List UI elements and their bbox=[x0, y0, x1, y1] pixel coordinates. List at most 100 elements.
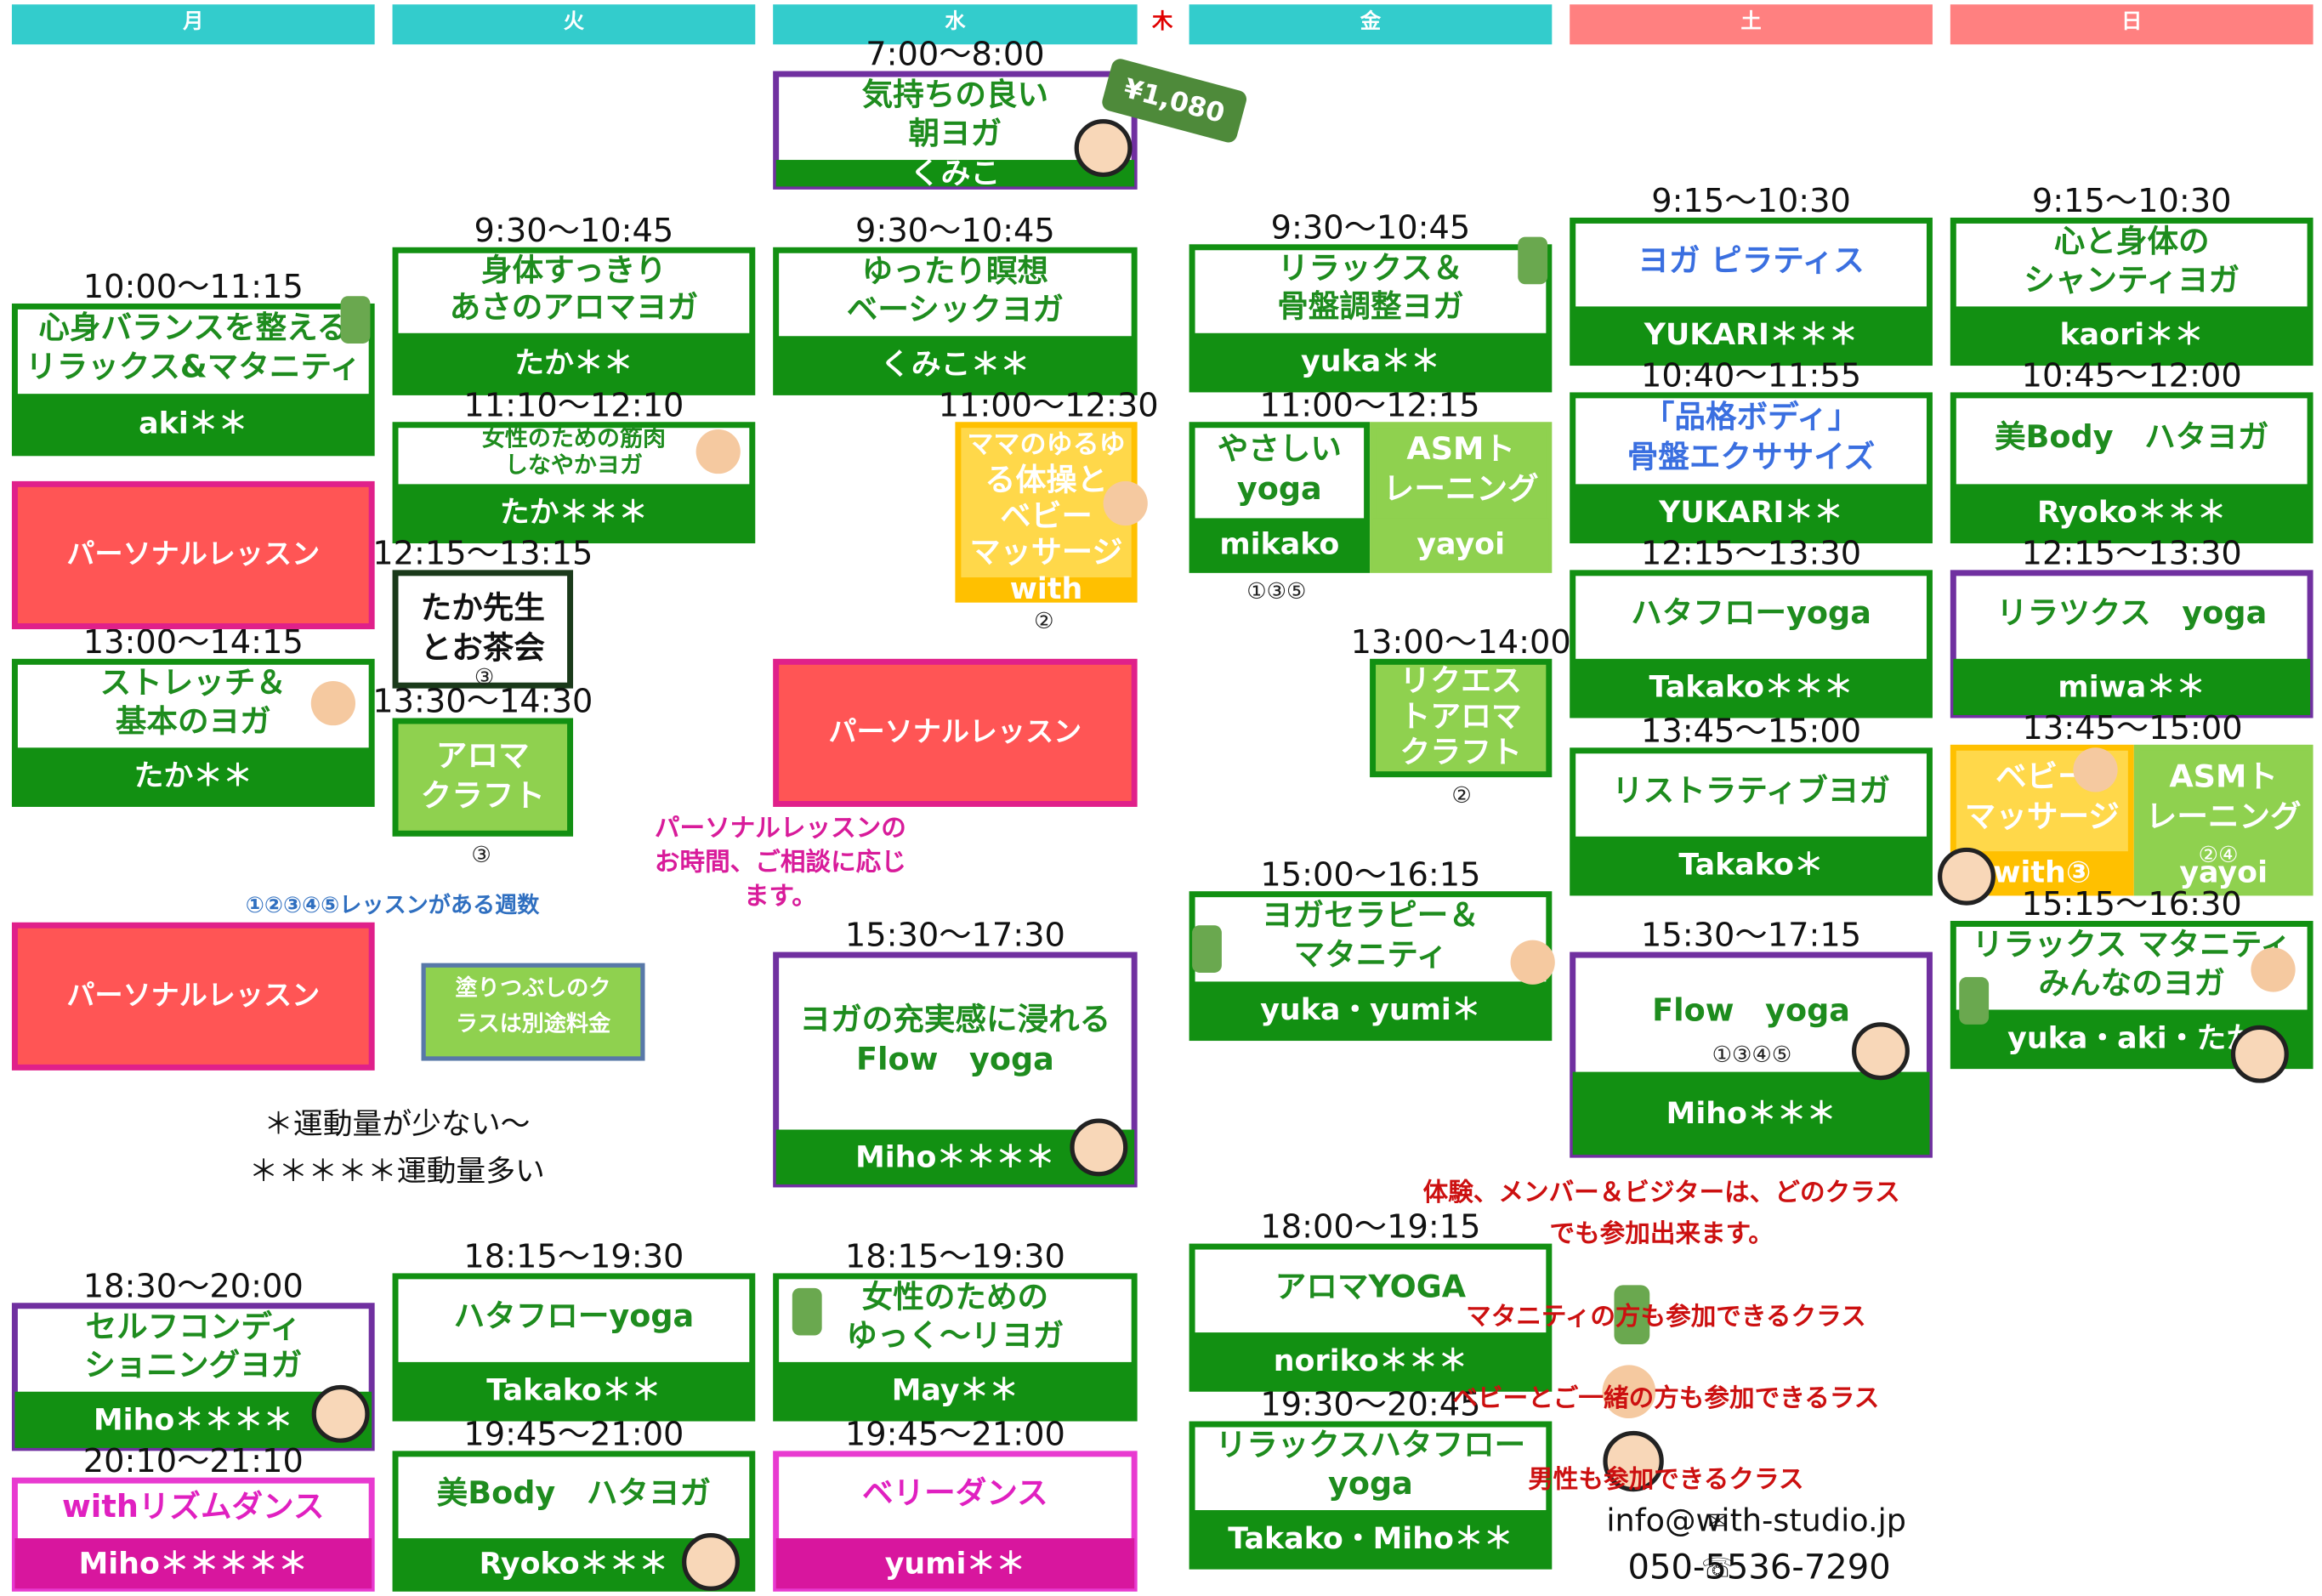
maternity-mark-icon bbox=[792, 1287, 822, 1336]
class-title: ゆっく～リヨガ bbox=[846, 1317, 1064, 1354]
class-time: 9:30～10:45 bbox=[855, 212, 1055, 250]
class-title: 美Body ハタヨガ bbox=[437, 1474, 711, 1511]
instructor-bar bbox=[395, 332, 752, 393]
class-title: とお茶会 bbox=[421, 629, 546, 666]
man-icon bbox=[1603, 1430, 1664, 1492]
instructor-bar bbox=[14, 1538, 372, 1589]
class-title: クラフト bbox=[421, 777, 545, 814]
week-note: ①③⑤ bbox=[1246, 579, 1306, 605]
instructor-bar bbox=[957, 577, 1135, 600]
legend-text: マタニティの方も参加できるクラス bbox=[1466, 1302, 1866, 1331]
class-title: ヨガセラピー＆ bbox=[1262, 897, 1479, 934]
class-time: 11:10～12:10 bbox=[463, 386, 684, 424]
class-title: 気持ちの良い bbox=[862, 77, 1048, 113]
week-note: ②④ bbox=[1439, 579, 1479, 605]
class-time: 13:45～15:00 bbox=[2023, 709, 2243, 747]
week-note: ①③④⑤ bbox=[1712, 1042, 1792, 1068]
class-title: 心身バランスを整える bbox=[38, 309, 348, 345]
class-title: 朝ヨガ bbox=[909, 115, 1002, 151]
instructor-bar bbox=[775, 1361, 1135, 1419]
class-title: 身体すっきり bbox=[481, 252, 667, 288]
class-title: 美Body ハタヨガ bbox=[1995, 418, 2268, 455]
instructor: YUKARI＊＊ bbox=[1658, 496, 1843, 530]
phone-icon: ☏ bbox=[1701, 1553, 1734, 1584]
class-title: レーニング bbox=[1383, 470, 1539, 507]
class-title: ベーシックヨガ bbox=[847, 291, 1064, 327]
baby-face-icon bbox=[1510, 940, 1555, 985]
instructor-bar bbox=[1192, 981, 1549, 1038]
instructor-bar bbox=[1192, 1510, 1549, 1567]
day-header bbox=[1189, 4, 1553, 45]
instructor: May＊＊ bbox=[892, 1374, 1019, 1408]
class-title: ベビー bbox=[1000, 497, 1092, 534]
class-time: 10:45～12:00 bbox=[2022, 357, 2242, 395]
class-title: やさしい bbox=[1218, 430, 1342, 467]
intensity-note: ＊＊＊＊＊運動量多い bbox=[249, 1155, 545, 1189]
class-time: 12:15～13:30 bbox=[1641, 534, 1861, 572]
baby-face-icon bbox=[695, 429, 741, 474]
instructor-bar bbox=[1372, 518, 1549, 571]
man-face-icon bbox=[682, 1532, 740, 1591]
class-time: 9:30～10:45 bbox=[474, 212, 674, 250]
instructor-bar bbox=[1572, 658, 1930, 715]
instructor: Takako・Miho＊＊ bbox=[1228, 1522, 1513, 1556]
instructor-bar bbox=[775, 1538, 1135, 1589]
instructor: たか＊＊ bbox=[134, 759, 253, 793]
class-title: 女性のための筋肉 bbox=[482, 424, 666, 452]
class-box bbox=[392, 570, 574, 689]
maternity-mark-icon bbox=[1959, 977, 1990, 1025]
class-time: 15:30～17:30 bbox=[845, 917, 1065, 955]
instructor: mikako bbox=[1219, 528, 1339, 562]
instructor-bar bbox=[14, 747, 372, 804]
class-title: シャンティヨガ bbox=[2024, 261, 2240, 298]
class-title: ヨガ ピラティス bbox=[1638, 242, 1865, 279]
instructor: aki＊＊ bbox=[139, 407, 247, 441]
class-title: トアロマ bbox=[1399, 699, 1522, 734]
instructor: yayoi bbox=[2179, 855, 2268, 889]
class-title: ヨガの充実感に浸れる bbox=[800, 1001, 1111, 1037]
class-time: 11:00～12:30 bbox=[939, 386, 1159, 424]
price-tag-bg bbox=[1102, 59, 1247, 143]
maternity-mark-icon bbox=[1192, 925, 1222, 973]
class-title: アロマYOGA bbox=[1275, 1268, 1467, 1304]
instructor: Ryoko＊＊＊ bbox=[480, 1547, 668, 1581]
class-time: 9:15～10:30 bbox=[2032, 182, 2232, 220]
class-title: る体操と bbox=[985, 461, 1108, 497]
man-face-icon bbox=[2230, 1025, 2289, 1083]
man-face-icon bbox=[1070, 1118, 1128, 1177]
class-title: リラツクス yoga bbox=[1996, 594, 2267, 631]
class-title: リラックス マタニティ bbox=[1973, 926, 2291, 963]
class-title: Flow yoga bbox=[1652, 992, 1850, 1029]
week-legend: ①②③④⑤レッスンがある週数 bbox=[246, 892, 540, 918]
class-time: 18:15～19:30 bbox=[463, 1238, 684, 1276]
day-header bbox=[1950, 4, 2313, 45]
class-title: yoga bbox=[1237, 470, 1322, 507]
personal-note: パーソナルレッスンの bbox=[655, 814, 906, 843]
class-title: リストラティブヨガ bbox=[1612, 772, 1890, 809]
day-label: 金 bbox=[1360, 9, 1382, 33]
instructor: miwa＊＊ bbox=[2058, 671, 2206, 705]
class-title: あさのアロマヨガ bbox=[450, 289, 699, 326]
instructor: Takako＊＊ bbox=[486, 1374, 661, 1408]
class-title: withリズムダンス bbox=[62, 1488, 325, 1525]
instructor-bar bbox=[1953, 658, 2311, 715]
class-time: 20:10～21:10 bbox=[83, 1442, 304, 1480]
instructor-bar bbox=[2137, 851, 2311, 893]
man-face-icon bbox=[1074, 119, 1133, 178]
class-title: yoga bbox=[1328, 1465, 1413, 1502]
baby-face-icon bbox=[2251, 947, 2296, 992]
day-label: 水 bbox=[945, 9, 966, 33]
week-note: ①③④⑤ bbox=[1712, 813, 1792, 838]
instructor: kaori＊＊ bbox=[2060, 318, 2204, 352]
class-time: 7:00～8:00 bbox=[866, 36, 1044, 74]
class-title: アロマ bbox=[436, 737, 530, 774]
class-time: 13:30～14:30 bbox=[372, 683, 593, 721]
instructor-bar bbox=[395, 1361, 752, 1419]
class-time: 18:15～19:30 bbox=[845, 1238, 1065, 1276]
man-face-icon bbox=[1852, 1022, 1910, 1081]
intensity-note: ＊運動量が少ない～ bbox=[264, 1107, 530, 1141]
week-note: ②④ bbox=[2199, 843, 2239, 868]
class-title: ママのゆるゆ bbox=[967, 429, 1125, 460]
class-time: 9:15～10:30 bbox=[1651, 182, 1851, 220]
